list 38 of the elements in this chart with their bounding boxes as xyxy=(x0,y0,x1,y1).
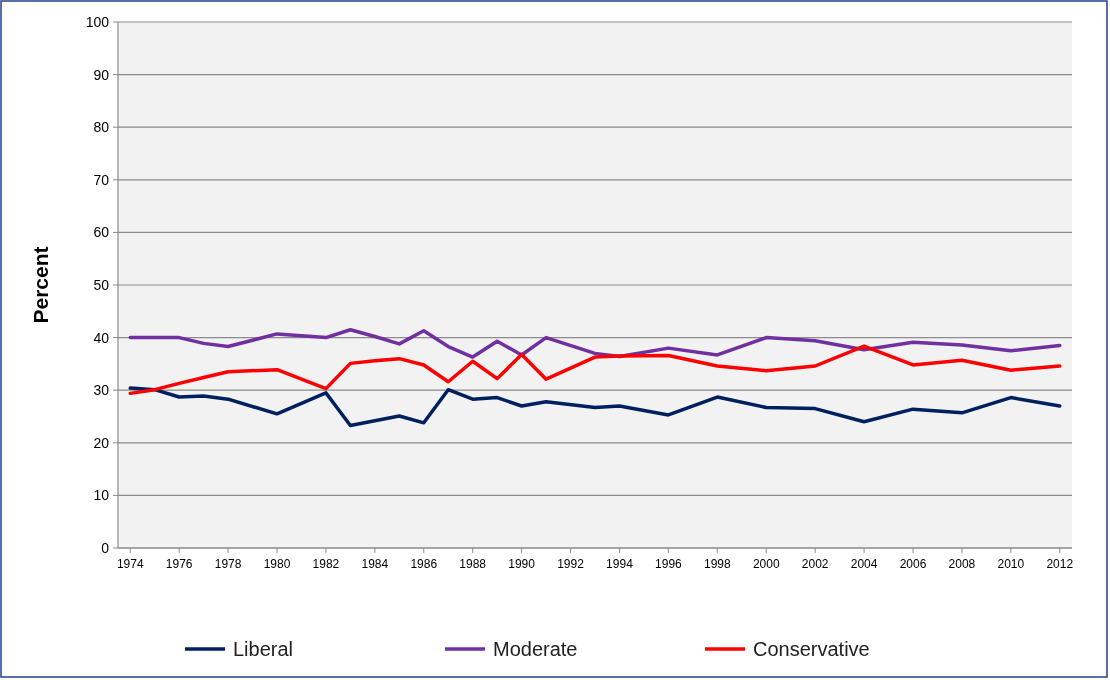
x-tick-label: 2000 xyxy=(752,557,780,571)
x-tick-label: 1992 xyxy=(557,557,585,571)
x-tick-label: 1986 xyxy=(410,557,438,571)
x-tick-label: 1984 xyxy=(361,557,389,571)
legend-label: Conservative xyxy=(753,638,870,660)
y-tick-label: 20 xyxy=(93,434,110,451)
x-tick-label: 1990 xyxy=(508,557,536,571)
x-tick-label: 2012 xyxy=(1046,557,1074,571)
legend-label: Liberal xyxy=(233,638,294,660)
x-tick-label: 1996 xyxy=(655,557,683,571)
y-tick-label: 90 xyxy=(93,66,110,83)
x-tick-label: 1988 xyxy=(459,557,487,571)
y-tick-label: 70 xyxy=(93,171,110,188)
y-tick-label: 80 xyxy=(93,119,110,136)
x-tick-label: 1974 xyxy=(116,557,144,571)
legend-label: Moderate xyxy=(493,638,578,660)
y-tick-label: 100 xyxy=(85,13,110,30)
x-tick-label: 2010 xyxy=(997,557,1025,571)
x-tick-label: 2002 xyxy=(801,557,829,571)
x-tick-label: 1998 xyxy=(703,557,731,571)
y-tick-label: 50 xyxy=(93,276,110,293)
line-series xyxy=(128,344,1062,396)
y-tick-label: 40 xyxy=(93,329,110,346)
y-tick-label: 0 xyxy=(101,539,110,556)
y-tick-label: 30 xyxy=(93,382,110,399)
line-series xyxy=(128,386,1062,428)
x-tick-label: 2008 xyxy=(948,557,976,571)
line-series xyxy=(128,327,1062,359)
x-tick-label: 1994 xyxy=(606,557,634,571)
x-tick-label: 2006 xyxy=(899,557,927,571)
x-tick-label: 1982 xyxy=(312,557,340,571)
y-tick-label: 10 xyxy=(93,487,110,504)
x-tick-label: 1978 xyxy=(214,557,242,571)
x-tick-label: 1980 xyxy=(263,557,291,571)
x-tick-label: 1976 xyxy=(165,557,193,571)
y-tick-label: 60 xyxy=(93,224,110,241)
y-axis-title: Percent xyxy=(29,246,52,324)
x-tick-label: 2004 xyxy=(850,557,878,571)
